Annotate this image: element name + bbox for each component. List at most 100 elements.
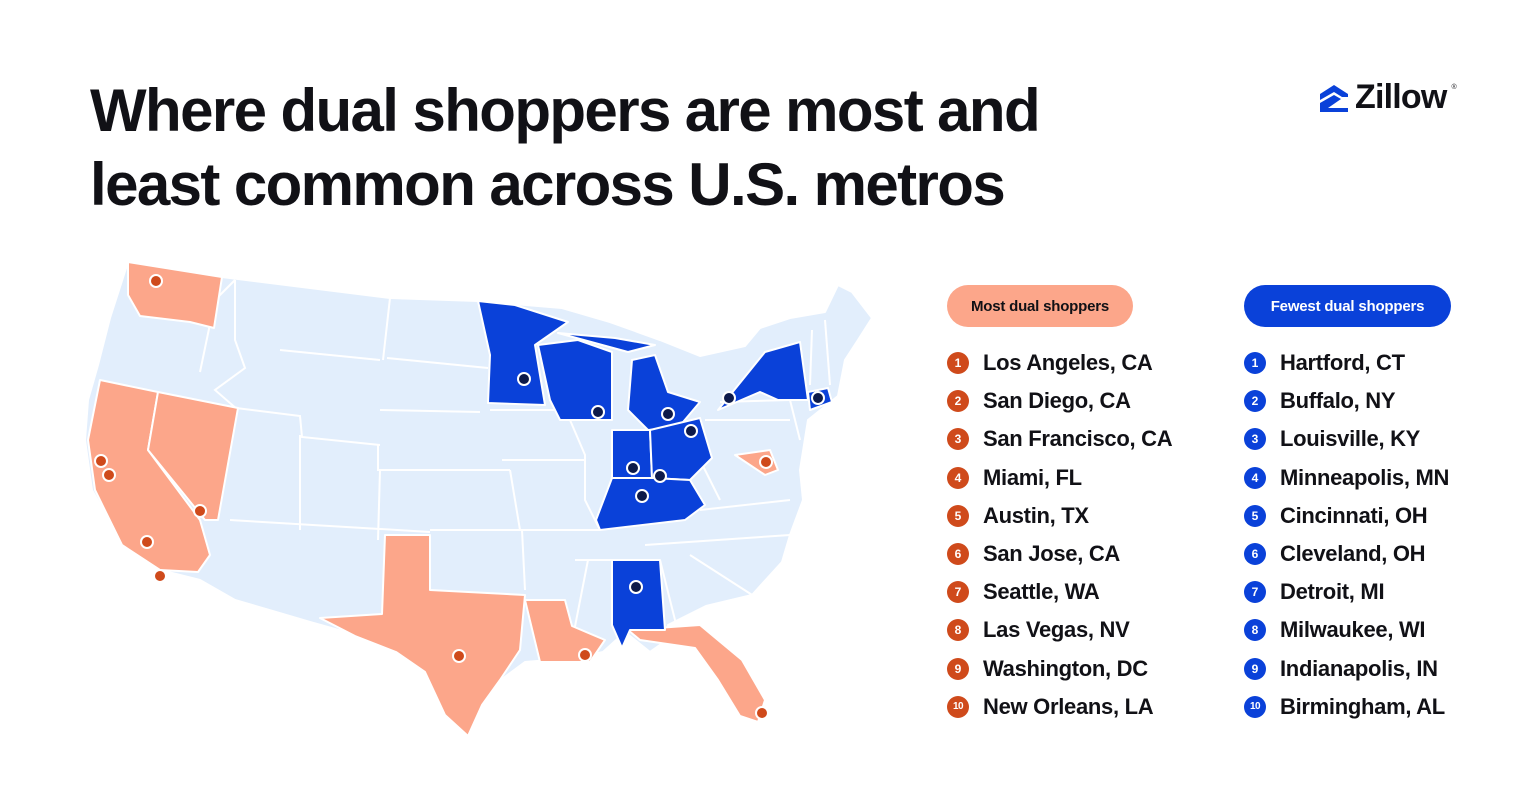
metro-name: Buffalo, NY (1280, 388, 1396, 414)
rank-badge: 4 (947, 466, 969, 489)
metro-name: Louisville, KY (1280, 426, 1421, 452)
list-item: 1 Hartford, CT (1244, 344, 1449, 382)
logo-wordmark: Zillow (1355, 78, 1447, 116)
metro-name: Miami, FL (983, 464, 1082, 490)
most-dual-shoppers-label: Most dual shoppers (947, 285, 1133, 327)
marker-buffalo (722, 391, 736, 405)
metro-name: San Francisco, CA (983, 426, 1173, 452)
marker-hartford (811, 391, 825, 405)
fewest-dual-shoppers-list: 1 Hartford, CT 2 Buffalo, NY 3 Louisville, … (1244, 344, 1449, 726)
state-alabama (611, 559, 666, 649)
list-item: 2 Buffalo, NY (1244, 382, 1449, 420)
list-item: 3 Louisville, KY (1244, 420, 1449, 458)
rank-badge: 5 (1244, 504, 1266, 527)
metro-name: Milwaukee, WI (1280, 617, 1426, 643)
rank-badge: 1 (947, 352, 969, 375)
marker-austin (452, 649, 466, 663)
zillow-logo: Zillow ® (1318, 78, 1457, 117)
rank-badge: 7 (1244, 581, 1266, 604)
marker-milwaukee (591, 405, 605, 419)
metro-name: Detroit, MI (1280, 579, 1385, 605)
list-item: 10 Birmingham, AL (1244, 688, 1449, 726)
logo-registered-mark: ® (1451, 84, 1457, 91)
list-item: 5 Cincinnati, OH (1244, 497, 1449, 535)
state-minnesota (477, 300, 569, 406)
title-line-2: least common across U.S. metros (90, 151, 1006, 218)
list-item: 7 Detroit, MI (1244, 573, 1449, 611)
metro-name: New Orleans, LA (983, 693, 1154, 719)
rank-badge: 9 (947, 657, 969, 680)
rank-badge: 7 (947, 581, 969, 604)
metro-name: San Diego, CA (983, 388, 1131, 414)
state-texas (319, 534, 526, 737)
marker-louisville (635, 489, 649, 503)
list-item: 7 Seattle, WA (947, 573, 1172, 611)
state-borders (199, 279, 831, 653)
list-item: 5 Austin, TX (947, 497, 1172, 535)
marker-san-jose (102, 468, 116, 482)
state-louisiana (524, 599, 606, 663)
state-wisconsin (537, 339, 613, 421)
list-item: 1 Los Angeles, CA (947, 344, 1172, 382)
page-title: Where dual shoppers are most and least c… (90, 74, 1041, 222)
rank-badge: 2 (1244, 390, 1266, 413)
marker-new-orleans (578, 648, 592, 662)
list-item: 6 Cleveland, OH (1244, 535, 1449, 573)
marker-indianapolis (626, 461, 640, 475)
marker-cleveland (684, 424, 698, 438)
rank-badge: 5 (947, 504, 969, 527)
metro-name: San Jose, CA (983, 541, 1121, 567)
metro-name: Cincinnati, OH (1280, 502, 1428, 528)
metro-name: Seattle, WA (983, 579, 1100, 605)
marker-washington-dc (759, 455, 773, 469)
rank-badge: 10 (947, 695, 969, 718)
marker-detroit (661, 407, 675, 421)
zillow-house-icon (1320, 84, 1348, 112)
list-item: 4 Minneapolis, MN (1244, 459, 1449, 497)
state-kentucky (595, 477, 706, 531)
state-michigan (557, 332, 701, 431)
rank-badge: 4 (1244, 466, 1266, 489)
metro-name: Cleveland, OH (1280, 541, 1426, 567)
most-markers (94, 274, 773, 720)
marker-san-francisco (94, 454, 108, 468)
rank-badge: 3 (947, 428, 969, 451)
metro-name: Los Angeles, CA (983, 350, 1153, 376)
list-item: 8 Milwaukee, WI (1244, 611, 1449, 649)
rank-badge: 1 (1244, 352, 1266, 375)
metro-name: Las Vegas, NV (983, 617, 1130, 643)
rank-badge: 9 (1244, 657, 1266, 680)
metro-name: Minneapolis, MN (1280, 464, 1450, 490)
marker-seattle (149, 274, 163, 288)
metro-name: Hartford, CT (1280, 350, 1405, 376)
marker-las-vegas (193, 504, 207, 518)
list-item: 4 Miami, FL (947, 459, 1172, 497)
us-map (84, 261, 873, 737)
list-item: 3 San Francisco, CA (947, 420, 1173, 458)
rank-badge: 8 (947, 619, 969, 642)
list-item: 6 San Jose, CA (947, 535, 1172, 573)
marker-los-angeles (140, 535, 154, 549)
marker-birmingham (629, 580, 643, 594)
metro-name: Austin, TX (983, 502, 1089, 528)
metro-name: Indianapolis, IN (1280, 655, 1438, 681)
marker-miami (755, 706, 769, 720)
list-item: 9 Washington, DC (947, 650, 1172, 688)
title-line-1: Where dual shoppers are most and (90, 77, 1041, 144)
state-florida (627, 624, 766, 723)
rank-badge: 8 (1244, 619, 1266, 642)
list-item: 10 New Orleans, LA (947, 688, 1172, 726)
most-dual-shoppers-list: 1 Los Angeles, CA 2 San Diego, CA 3 San Fra… (947, 344, 1173, 726)
list-item: 2 San Diego, CA (947, 382, 1172, 420)
metro-name: Birmingham, AL (1280, 693, 1445, 719)
rank-badge: 10 (1244, 695, 1266, 718)
state-nevada (147, 391, 239, 521)
rank-badge: 3 (1244, 428, 1266, 451)
fewest-dual-shoppers-label: Fewest dual shoppers (1244, 285, 1451, 327)
rank-badge: 6 (1244, 543, 1266, 566)
rank-badge: 2 (947, 390, 969, 413)
fewest-markers (517, 372, 825, 594)
marker-cincinnati (653, 469, 667, 483)
rank-badge: 6 (947, 543, 969, 566)
marker-san-diego (153, 569, 167, 583)
